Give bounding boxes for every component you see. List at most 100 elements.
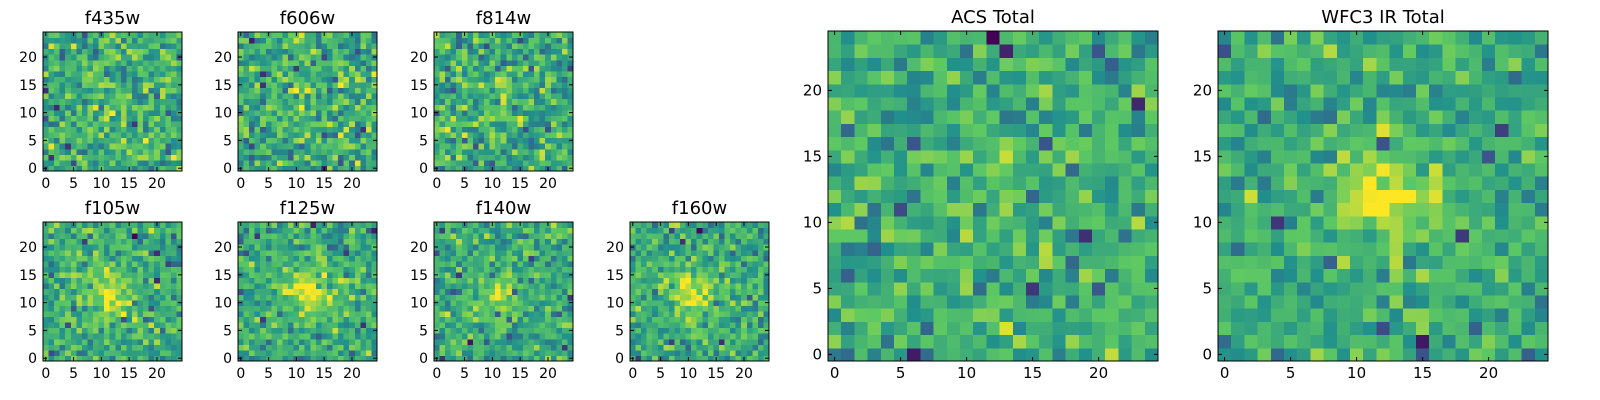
heatmap-cell: [165, 266, 172, 273]
heatmap-cell: [646, 299, 653, 306]
chart-title: f435w: [85, 8, 140, 29]
heatmap-cell: [343, 70, 350, 77]
heatmap-cell: [841, 347, 855, 362]
heatmap-cell: [680, 299, 687, 306]
heatmap-cell: [260, 277, 267, 284]
heatmap-cell: [489, 59, 496, 66]
heatmap-cell: [310, 87, 317, 94]
heatmap-cell: [87, 260, 94, 267]
heatmap-cell: [70, 159, 77, 166]
heatmap-cell: [65, 115, 72, 122]
heatmap-cell: [170, 143, 177, 150]
heatmap-cell: [109, 132, 116, 139]
heatmap-cell: [338, 109, 345, 116]
heatmap-cell: [567, 70, 574, 77]
heatmap-cell: [960, 347, 974, 362]
heatmap-cell: [635, 294, 642, 301]
heatmap-cell: [170, 294, 177, 301]
heatmap-cell: [894, 281, 908, 296]
heatmap-cell: [702, 222, 709, 229]
heatmap-cell: [332, 109, 339, 116]
heatmap-cell: [176, 65, 183, 72]
heatmap-cell: [54, 260, 61, 267]
x-tick-label: 0: [236, 176, 245, 192]
heatmap-cell: [456, 294, 463, 301]
heatmap-cell: [315, 98, 322, 105]
heatmap-cell: [70, 154, 77, 161]
heatmap-cell: [288, 322, 295, 329]
heatmap-cell: [238, 260, 245, 267]
heatmap-cell: [54, 222, 61, 229]
x-tick-label: 0: [432, 366, 441, 382]
heatmap-cell: [299, 59, 306, 66]
heatmap-cell: [439, 159, 446, 166]
heatmap-cell: [120, 244, 127, 251]
heatmap-cell: [70, 227, 77, 234]
heatmap-cell: [986, 176, 1001, 190]
heatmap-cell: [315, 283, 322, 290]
heatmap-cell: [288, 260, 295, 267]
heatmap-cell: [556, 143, 563, 150]
heatmap-cell: [59, 82, 66, 89]
heatmap-cell: [735, 266, 742, 273]
heatmap-cell: [489, 98, 496, 105]
heatmap-cell: [746, 338, 753, 345]
heatmap-cell: [495, 272, 502, 279]
heatmap-cell: [354, 322, 361, 329]
heatmap-cell: [685, 260, 692, 267]
heatmap-cell: [461, 143, 468, 150]
heatmap-cell: [556, 277, 563, 284]
heatmap-cell: [159, 98, 166, 105]
heatmap-cell: [445, 227, 452, 234]
heatmap-cell: [696, 249, 703, 256]
heatmap-cell: [304, 76, 311, 83]
heatmap-cell: [159, 283, 166, 290]
heatmap-cell: [70, 299, 77, 306]
heatmap-cell: [545, 227, 552, 234]
heatmap-cell: [517, 76, 524, 83]
heatmap-cell: [87, 355, 94, 362]
heatmap-cell: [282, 148, 289, 155]
heatmap-cell: [304, 310, 311, 318]
heatmap-cell: [854, 215, 869, 230]
heatmap-cell: [539, 222, 546, 229]
heatmap-cell: [76, 299, 83, 306]
heatmap-cell: [635, 338, 642, 345]
heatmap-cell: [310, 76, 317, 83]
heatmap-cell: [489, 260, 496, 267]
x-tick-label: 15: [707, 366, 725, 382]
heatmap-cell: [467, 87, 474, 94]
heatmap-cell: [93, 109, 100, 116]
heatmap-cell: [310, 294, 317, 301]
heatmap-cell: [271, 222, 278, 229]
heatmap-cell: [439, 87, 446, 94]
heatmap-cell: [1105, 295, 1119, 309]
heatmap-cell: [646, 338, 653, 345]
heatmap-cell: [730, 288, 737, 295]
heatmap-cell: [735, 310, 742, 318]
heatmap-cell: [148, 233, 155, 240]
heatmap-cell: [59, 59, 66, 66]
heatmap-cell: [159, 120, 166, 128]
heatmap-cell: [148, 76, 155, 83]
heatmap-cell: [439, 344, 446, 351]
heatmap-cell: [556, 260, 563, 267]
heatmap-cell: [702, 266, 709, 273]
heatmap-cell: [522, 54, 530, 61]
heatmap-cell: [561, 65, 568, 72]
heatmap-cell: [310, 249, 317, 256]
heatmap-cell: [76, 48, 83, 55]
heatmap-cell: [87, 316, 94, 323]
heatmap-cell: [65, 355, 72, 362]
heatmap-cell: [243, 148, 250, 155]
heatmap-cell: [472, 65, 479, 72]
heatmap-cell: [489, 305, 496, 312]
heatmap-cell: [137, 299, 144, 306]
heatmap-cell: [506, 316, 513, 323]
heatmap-cell: [304, 148, 311, 155]
heatmap-cell: [81, 98, 88, 105]
heatmap-cell: [741, 316, 748, 323]
heatmap-cell: [495, 249, 502, 256]
heatmap-cell: [365, 260, 372, 267]
heatmap-cell: [439, 244, 446, 251]
